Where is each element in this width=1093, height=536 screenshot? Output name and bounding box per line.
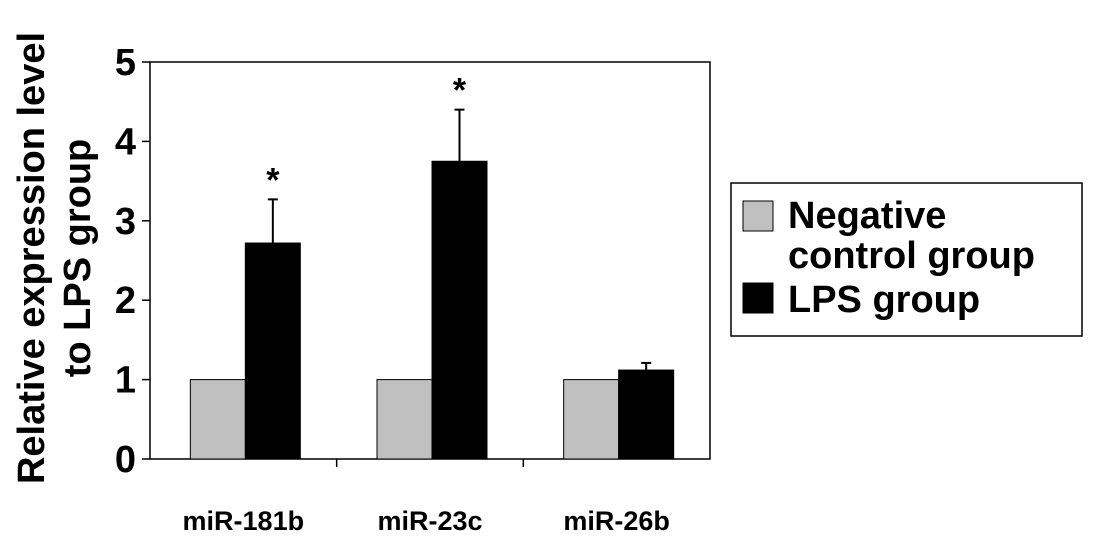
legend-swatch-lps [742,282,774,314]
y-axis-label-line2: to LPS group [57,139,99,378]
significance-marker: * [453,72,467,110]
x-axis: miR-181b miR-23c miR-26b [183,459,670,536]
x-tick-label: miR-23c [377,506,482,536]
bars-group: ** [189,72,675,460]
y-tick-label: 2 [115,280,136,322]
y-tick-label: 5 [115,42,136,84]
y-axis: 0 1 2 3 4 5 [115,42,150,481]
y-tick-label: 1 [115,360,136,402]
legend-box [730,182,1083,337]
bar-negative-control-mir-181b [189,379,246,460]
legend-label-lps: LPS group [788,279,980,321]
y-tick-label: 0 [115,439,136,481]
x-tick-label: miR-26b [563,506,670,536]
y-axis-label-line1: Relative expression level [11,32,53,484]
bar-lps-mir-23c [431,160,488,460]
bar-lps-mir-181b [244,242,301,460]
x-tick-label: miR-181b [183,506,305,536]
legend-label-negative-line2: control group [788,235,1035,277]
legend-swatch-negative-control [742,200,774,232]
significance-marker: * [266,161,280,199]
y-tick-label: 4 [115,121,136,163]
legend: Negative control group LPS group [730,182,1083,337]
y-tick-label: 3 [115,201,136,243]
legend-label-negative-line1: Negative [788,195,946,237]
bar-lps-mir-26b [618,369,675,460]
bar-negative-control-mir-26b [563,379,620,460]
bar-negative-control-mir-23c [376,379,433,460]
